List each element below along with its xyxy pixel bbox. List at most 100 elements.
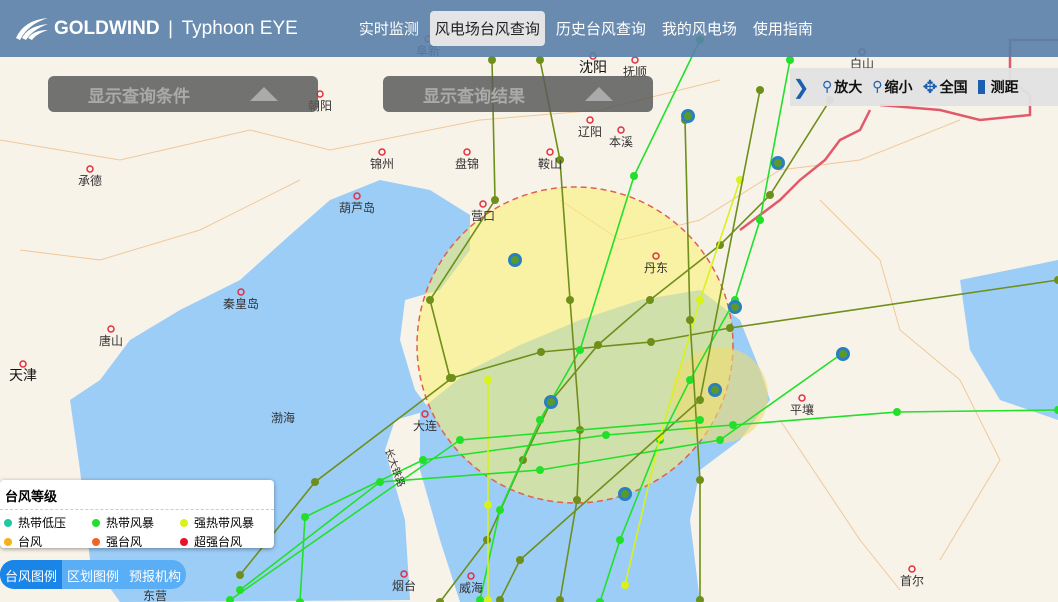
track-point[interactable]: [496, 596, 504, 602]
track-point[interactable]: [630, 172, 638, 180]
sea-label: 渤海: [271, 410, 295, 425]
typhoon-track[interactable]: [684, 119, 701, 600]
city-label: 承德: [78, 173, 102, 188]
track-point[interactable]: [696, 396, 704, 404]
typhoon-icon[interactable]: [728, 300, 742, 314]
track-point[interactable]: [311, 478, 319, 486]
show-conditions-label: 显示查询条件: [88, 86, 190, 107]
city-marker-icon: [467, 572, 475, 580]
track-point[interactable]: [646, 296, 654, 304]
chevron-right-icon[interactable]: ❯: [792, 75, 810, 99]
track-point[interactable]: [766, 191, 774, 199]
track-point[interactable]: [496, 506, 504, 514]
nav-windfarm-typhoon[interactable]: 风电场台风查询: [429, 11, 545, 46]
track-point[interactable]: [573, 496, 581, 504]
track-point[interactable]: [236, 571, 244, 579]
track-point[interactable]: [696, 416, 704, 424]
track-point[interactable]: [537, 348, 545, 356]
typhoon-icon[interactable]: [618, 487, 632, 501]
full-extent-label: 全国: [939, 80, 968, 96]
track-point[interactable]: [446, 374, 454, 382]
track-point[interactable]: [419, 456, 427, 464]
legend-tabs: 台风图例 区划图例 预报机构: [0, 560, 187, 589]
track-point[interactable]: [484, 501, 492, 509]
track-point[interactable]: [536, 466, 544, 474]
track-point[interactable]: [556, 596, 564, 602]
track-point[interactable]: [756, 216, 764, 224]
track-point[interactable]: [621, 581, 629, 589]
track-point[interactable]: [729, 421, 737, 429]
typhoon-icon[interactable]: [836, 347, 850, 361]
legend-item-label: 超强台风: [194, 535, 243, 549]
typhoon-icon[interactable]: [771, 156, 785, 170]
track-point[interactable]: [1054, 406, 1058, 414]
typhoon-track[interactable]: [624, 179, 741, 586]
track-point[interactable]: [696, 296, 704, 304]
nav-history[interactable]: 历史台风查询: [555, 20, 646, 38]
track-point[interactable]: [226, 596, 234, 602]
track-point[interactable]: [566, 296, 574, 304]
track-point[interactable]: [686, 376, 694, 384]
track-point[interactable]: [456, 436, 464, 444]
track-point[interactable]: [602, 431, 610, 439]
track-point[interactable]: [536, 56, 544, 64]
track-point[interactable]: [484, 596, 492, 602]
city-marker-icon: [237, 288, 245, 296]
track-point[interactable]: [516, 556, 524, 564]
track-point[interactable]: [576, 346, 584, 354]
nav-my-windfarm[interactable]: 我的风电场: [661, 20, 737, 38]
full-extent-button[interactable]: ✥ 全国: [923, 77, 968, 98]
typhoon-track[interactable]: [429, 59, 496, 379]
main-nav: 实时监测 风电场台风查询 历史台风查询 我的风电场 使用指南: [354, 11, 818, 46]
typhoon-icon[interactable]: [508, 253, 522, 267]
city-marker-icon: [463, 148, 471, 156]
track-point[interactable]: [726, 324, 734, 332]
show-results-button[interactable]: 显示查询结果: [383, 76, 653, 112]
typhoon-icon[interactable]: [681, 109, 695, 123]
measure-button[interactable]: 测距: [977, 77, 1019, 97]
track-point[interactable]: [786, 56, 794, 64]
track-point[interactable]: [483, 536, 491, 544]
track-point[interactable]: [488, 56, 496, 64]
city-label: 白山: [850, 56, 874, 71]
track-point[interactable]: [656, 433, 664, 441]
typhoon-tracks[interactable]: [226, 36, 1058, 602]
wind-circle[interactable]: [416, 186, 734, 504]
typhoon-track[interactable]: [499, 89, 761, 601]
tab-typhoon-legend[interactable]: 台风图例: [0, 560, 63, 589]
track-point[interactable]: [536, 416, 544, 424]
track-point[interactable]: [594, 341, 602, 349]
track-point[interactable]: [476, 596, 484, 602]
track-point[interactable]: [436, 598, 444, 602]
track-point[interactable]: [686, 316, 694, 324]
track-point[interactable]: [696, 596, 704, 602]
track-point[interactable]: [376, 478, 384, 486]
track-point[interactable]: [1054, 276, 1058, 284]
track-point[interactable]: [596, 598, 604, 602]
tab-forecast-agency[interactable]: 预报机构: [129, 570, 182, 585]
typhoon-icon[interactable]: [544, 395, 558, 409]
zoom-out-button[interactable]: ⚲ 缩小: [872, 77, 912, 97]
typhoon-icon[interactable]: [708, 383, 722, 397]
track-point[interactable]: [296, 598, 304, 602]
track-point[interactable]: [756, 86, 764, 94]
track-point[interactable]: [716, 436, 724, 444]
track-point[interactable]: [301, 513, 309, 521]
track-point[interactable]: [484, 376, 492, 384]
track-point[interactable]: [647, 338, 655, 346]
city-label: 鞍山: [538, 156, 562, 171]
zoom-in-button[interactable]: ⚲ 放大: [822, 77, 862, 97]
track-point[interactable]: [491, 196, 499, 204]
nav-realtime[interactable]: 实时监测: [358, 20, 419, 38]
nav-guide[interactable]: 使用指南: [752, 20, 813, 38]
typhoon-track[interactable]: [479, 39, 701, 601]
track-point[interactable]: [426, 296, 434, 304]
track-point[interactable]: [696, 476, 704, 484]
track-point[interactable]: [893, 408, 901, 416]
track-point[interactable]: [616, 536, 624, 544]
tab-region-legend[interactable]: 区划图例: [67, 570, 120, 585]
typhoon-track[interactable]: [539, 59, 581, 601]
legend-item: 超强台风: [180, 533, 278, 550]
track-point[interactable]: [556, 156, 564, 164]
show-conditions-button[interactable]: 显示查询条件: [48, 76, 318, 112]
